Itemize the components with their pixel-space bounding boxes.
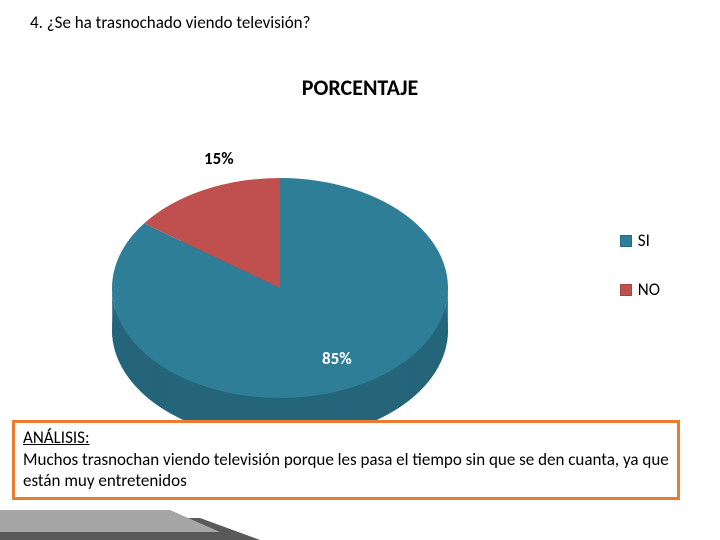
analysis-box: ANÁLISIS: Muchos trasnochan viendo telev… xyxy=(12,420,680,500)
question-text: 4. ¿Se ha trasnochado viendo televisión? xyxy=(30,12,310,33)
analysis-body: Muchos trasnochan viendo televisión porq… xyxy=(23,449,669,491)
slice-label-si: 85% xyxy=(322,348,352,369)
legend-item-si: SI xyxy=(620,230,660,251)
legend-label-no: NO xyxy=(638,279,660,300)
pie-svg xyxy=(100,120,460,460)
footer-bar xyxy=(0,510,220,532)
legend-item-no: NO xyxy=(620,279,660,300)
legend: SI NO xyxy=(620,230,660,328)
slice-label-no: 15% xyxy=(204,148,234,169)
analysis-heading: ANÁLISIS: xyxy=(23,427,90,448)
legend-swatch-no xyxy=(620,284,632,296)
legend-label-si: SI xyxy=(638,230,650,251)
chart-title: PORCENTAJE xyxy=(0,74,720,101)
legend-swatch-si xyxy=(620,235,632,247)
pie-chart: 15% 85% xyxy=(100,120,460,440)
footer-decoration xyxy=(0,510,260,540)
